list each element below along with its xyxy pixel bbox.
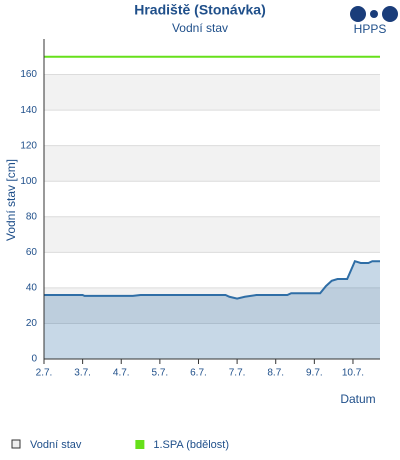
- y-tick-label: 120: [20, 140, 37, 151]
- x-tick-label: 9.7.: [306, 368, 323, 379]
- y-tick-label: 40: [26, 283, 38, 294]
- y-axis-label: Vodní stav [cm]: [4, 159, 18, 241]
- y-tick-label: 160: [20, 69, 37, 80]
- x-axis-label: Datum: [340, 392, 375, 406]
- x-tick-label: 3.7.: [74, 368, 91, 379]
- y-tick-label: 100: [20, 176, 37, 187]
- y-tick-label: 140: [20, 105, 37, 116]
- legend-swatch: [135, 440, 145, 449]
- x-tick-label: 5.7.: [152, 368, 169, 379]
- grid-band: [44, 145, 380, 182]
- x-tick-label: 10.7.: [342, 368, 364, 379]
- grid-band: [44, 287, 380, 324]
- y-tick-label: 0: [31, 354, 37, 365]
- legend-label: Vodní stav: [30, 439, 82, 451]
- grid-band: [44, 74, 380, 111]
- x-tick-label: 4.7.: [113, 368, 130, 379]
- line: [44, 260, 380, 300]
- chart-title: Hradiště (Stonávka): [134, 2, 265, 18]
- grid-band: [44, 216, 380, 253]
- x-tick-label: 7.7.: [229, 368, 246, 379]
- chart-subtitle: Vodní stav: [172, 21, 228, 35]
- logo: HPPS: [350, 6, 398, 36]
- x-tick-label: 6.7.: [190, 368, 207, 379]
- logo-text: HPPS: [354, 22, 387, 36]
- x-tick-label: 2.7.: [36, 368, 53, 379]
- area: [44, 261, 380, 359]
- legend-swatch: [11, 439, 21, 449]
- legend-label: 1.SPA (bdělost): [153, 439, 229, 451]
- y-tick-label: 20: [26, 318, 38, 329]
- y-tick-label: 60: [26, 247, 38, 258]
- y-tick-label: 80: [26, 211, 38, 222]
- x-tick-label: 8.7.: [267, 368, 284, 379]
